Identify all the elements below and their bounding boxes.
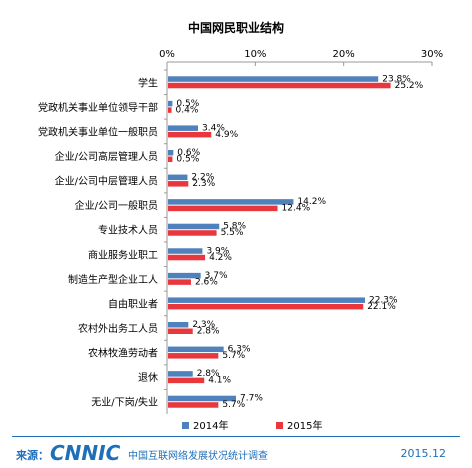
bar-2015 (168, 156, 173, 162)
x-tick-label: 10% (244, 49, 266, 60)
x-tick-label: 20% (333, 49, 355, 60)
bar-chart: 中国网民职业结构 0% 10% 20% 30% 23.8%25.2%0.5%0.4%3… (38, 20, 443, 432)
source-label: 来源： (16, 449, 49, 462)
legend-swatch (276, 422, 283, 429)
data-label: 5.7% (222, 351, 245, 361)
data-label: 5.8% (223, 222, 246, 232)
x-tick-label: 0% (159, 49, 175, 60)
footer-divider (12, 436, 460, 437)
bar-2015 (168, 377, 205, 384)
data-label: 22.3% (369, 295, 398, 305)
bar-2015 (168, 107, 172, 113)
bar-2014 (168, 100, 173, 107)
data-label: 22.1% (367, 302, 396, 312)
category-label: 无业/下岗/失业 (91, 396, 158, 409)
data-label: 25.2% (395, 81, 424, 91)
bar-2015 (168, 328, 193, 334)
data-label: 4.2% (209, 253, 232, 263)
bar-2014 (168, 322, 189, 328)
data-label: 2.6% (195, 277, 218, 287)
category-label: 自由职业者 (108, 297, 158, 310)
bar-2014 (168, 223, 220, 230)
category-label: 农村外出务工人员 (78, 322, 158, 335)
data-label: 2.3% (192, 179, 215, 189)
legend-label: 2015年 (287, 419, 322, 432)
bar-2014 (168, 346, 224, 353)
data-label: 23.8% (382, 74, 411, 84)
data-label: 14.2% (297, 197, 326, 207)
bar-2014 (168, 395, 237, 402)
bar-2014 (168, 150, 174, 156)
data-label: 3.9% (206, 246, 229, 256)
bar-2015 (168, 303, 364, 310)
data-label: 2.8% (197, 369, 220, 379)
category-label: 制造生产型企业工人 (68, 273, 158, 286)
bar-2014 (168, 297, 365, 303)
data-label: 3.7% (205, 271, 228, 281)
bar-2015 (168, 402, 219, 408)
category-label: 党政机关事业单位领导干部 (38, 101, 158, 114)
category-label: 党政机关事业单位一般职员 (38, 125, 158, 138)
bar-2015 (168, 181, 189, 187)
cnnic-logo: CNNIC (50, 441, 121, 465)
chart-title: 中国网民职业结构 (188, 20, 284, 35)
x-tick-label: 30% (421, 49, 443, 60)
data-label: 12.4% (282, 204, 311, 214)
bar-2014 (168, 76, 379, 82)
category-label: 退休 (138, 372, 158, 384)
bar-2014 (168, 174, 188, 181)
data-label: 5.5% (221, 228, 244, 238)
legend-swatch (182, 422, 189, 429)
data-label: 0.5% (176, 99, 199, 109)
bar-2015 (168, 353, 219, 359)
data-label: 0.4% (176, 105, 199, 115)
category-label: 企业/公司一般职员 (75, 199, 158, 212)
data-label: 7.7% (240, 394, 263, 404)
category-label: 商业服务业职工 (88, 248, 158, 261)
data-label: 4.1% (208, 376, 231, 386)
bar-2015 (168, 230, 217, 236)
legend-label: 2014年 (193, 419, 228, 432)
bar-2015 (168, 279, 191, 285)
bar-2014 (168, 199, 294, 205)
category-label: 学生 (138, 76, 158, 89)
data-label: 5.7% (222, 400, 245, 410)
bar-2014 (168, 248, 203, 254)
data-label: 2.8% (197, 327, 220, 337)
bar-2014 (168, 371, 193, 377)
data-label: 3.4% (202, 123, 225, 133)
bar-2015 (168, 82, 391, 89)
data-label: 0.5% (176, 155, 199, 165)
footer: 来源： CNNIC 中国互联网络发展状况统计调查 2015.12 (0, 436, 472, 468)
category-label: 专业技术人员 (98, 224, 158, 237)
bar-2015 (168, 205, 278, 212)
report-name: 中国互联网络发展状况统计调查 (128, 451, 268, 462)
data-label: 6.3% (228, 345, 251, 355)
category-label: 企业/公司中层管理人员 (55, 175, 158, 188)
data-label: 2.2% (191, 173, 214, 183)
bar-2015 (168, 254, 206, 261)
report-date: 2015.12 (400, 447, 447, 460)
category-label: 农林牧渔劳动者 (88, 347, 158, 360)
bar-2015 (168, 131, 212, 138)
data-label: 0.6% (177, 148, 200, 158)
category-label: 企业/公司高层管理人员 (55, 150, 158, 163)
bar-2014 (168, 125, 199, 131)
bar-2014 (168, 272, 201, 279)
data-label: 4.9% (215, 130, 238, 140)
data-label: 2.3% (192, 320, 215, 330)
